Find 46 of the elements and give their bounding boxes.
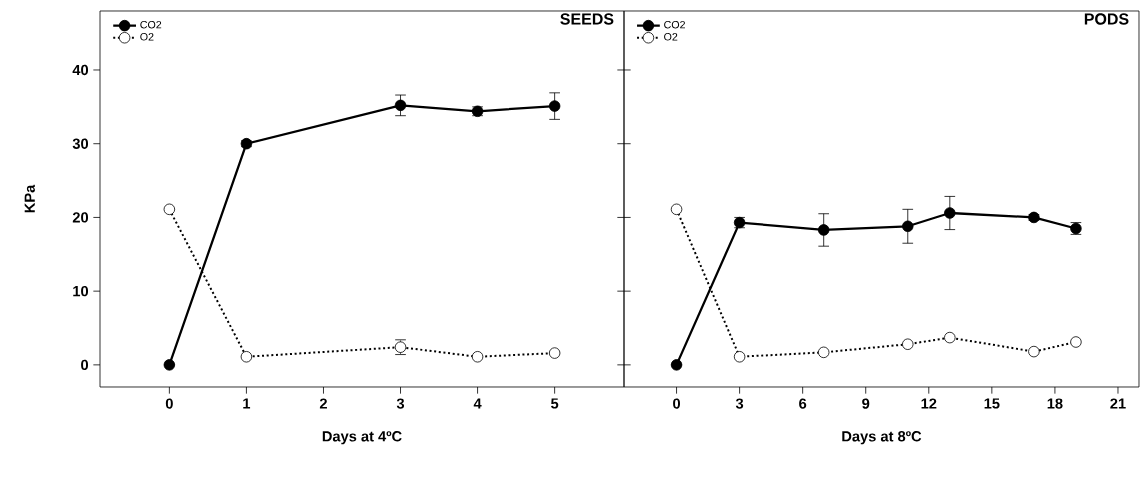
x-tick-label: 15 [984, 398, 1000, 409]
x-tick-label: 4 [473, 398, 482, 409]
x-tick-label: 5 [551, 398, 559, 409]
point [944, 207, 956, 219]
y-tick-label: 0 [81, 359, 89, 371]
point [817, 224, 830, 236]
legend-label: CO2 [140, 20, 162, 29]
chart-title: PODS [1084, 13, 1129, 25]
x-tick-label: 3 [735, 398, 744, 409]
x-tick-label: 6 [799, 398, 807, 409]
chart-title: SEEDS [560, 13, 614, 25]
point [548, 100, 561, 112]
x-tick-label: 0 [165, 398, 173, 409]
point [944, 331, 956, 344]
point [163, 203, 176, 216]
point [163, 359, 176, 371]
point [670, 359, 683, 371]
x-tick-label: 18 [1047, 398, 1063, 409]
legend-label: CO2 [664, 20, 685, 29]
point [817, 346, 830, 359]
legend-label: O2 [664, 33, 678, 41]
x-tick-label: 21 [1110, 398, 1126, 409]
point [902, 338, 914, 350]
point [902, 220, 914, 233]
x-tick-label: 0 [673, 398, 681, 409]
point [471, 351, 484, 363]
y-tick-label: 30 [72, 138, 89, 149]
point [1070, 336, 1082, 348]
y-tick-label: 20 [72, 212, 89, 223]
point [670, 203, 683, 216]
y-axis-title: KPa [24, 184, 35, 213]
point [394, 99, 407, 112]
y-tick-label: 40 [72, 64, 89, 76]
x-tick-label: 9 [862, 398, 870, 409]
x-axis-title: Days at 4ºC [322, 431, 402, 445]
point [1028, 345, 1040, 358]
x-tick-label: 3 [396, 398, 405, 409]
x-tick-label: 12 [921, 398, 937, 409]
x-tick-label: 2 [319, 398, 327, 409]
x-axis-title: Days at 8ºC [842, 431, 922, 445]
point [240, 351, 253, 363]
y-tick-label: 10 [73, 285, 89, 297]
point [548, 347, 561, 359]
point [733, 351, 746, 363]
x-tick-label: 1 [243, 398, 251, 409]
legend-label: O2 [140, 33, 154, 41]
